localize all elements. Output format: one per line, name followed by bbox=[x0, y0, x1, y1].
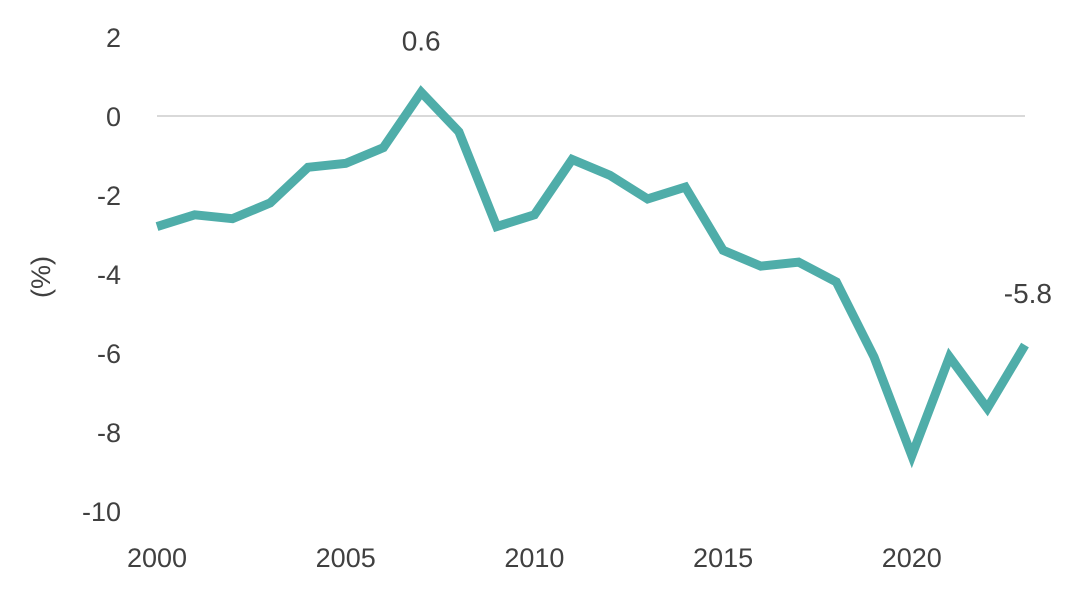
annotation-layer: 0.6 -5.8 bbox=[402, 25, 1052, 309]
y-tick-label: -8 bbox=[97, 418, 121, 448]
y-tick-label: -2 bbox=[97, 181, 121, 211]
x-tick-label: 2015 bbox=[693, 543, 753, 573]
x-tick-label: 2020 bbox=[882, 543, 942, 573]
y-axis-ticks: 2 0 -2 -4 -6 -8 -10 bbox=[82, 23, 121, 527]
data-label: 0.6 bbox=[402, 25, 441, 56]
x-tick-label: 2005 bbox=[316, 543, 376, 573]
series-layer bbox=[155, 85, 1029, 469]
x-tick-label: 2010 bbox=[504, 543, 564, 573]
x-axis-ticks: 2000 2005 2010 2015 2020 bbox=[127, 543, 942, 573]
series-line bbox=[155, 85, 1029, 469]
y-tick-label: 2 bbox=[106, 23, 121, 53]
data-label: -5.8 bbox=[1004, 278, 1052, 309]
y-tick-label: -4 bbox=[97, 260, 121, 290]
y-tick-label: -6 bbox=[97, 339, 121, 369]
y-tick-label: -10 bbox=[82, 497, 121, 527]
y-axis-label: (%) bbox=[26, 256, 56, 298]
y-tick-label: 0 bbox=[106, 102, 121, 132]
x-tick-label: 2000 bbox=[127, 543, 187, 573]
